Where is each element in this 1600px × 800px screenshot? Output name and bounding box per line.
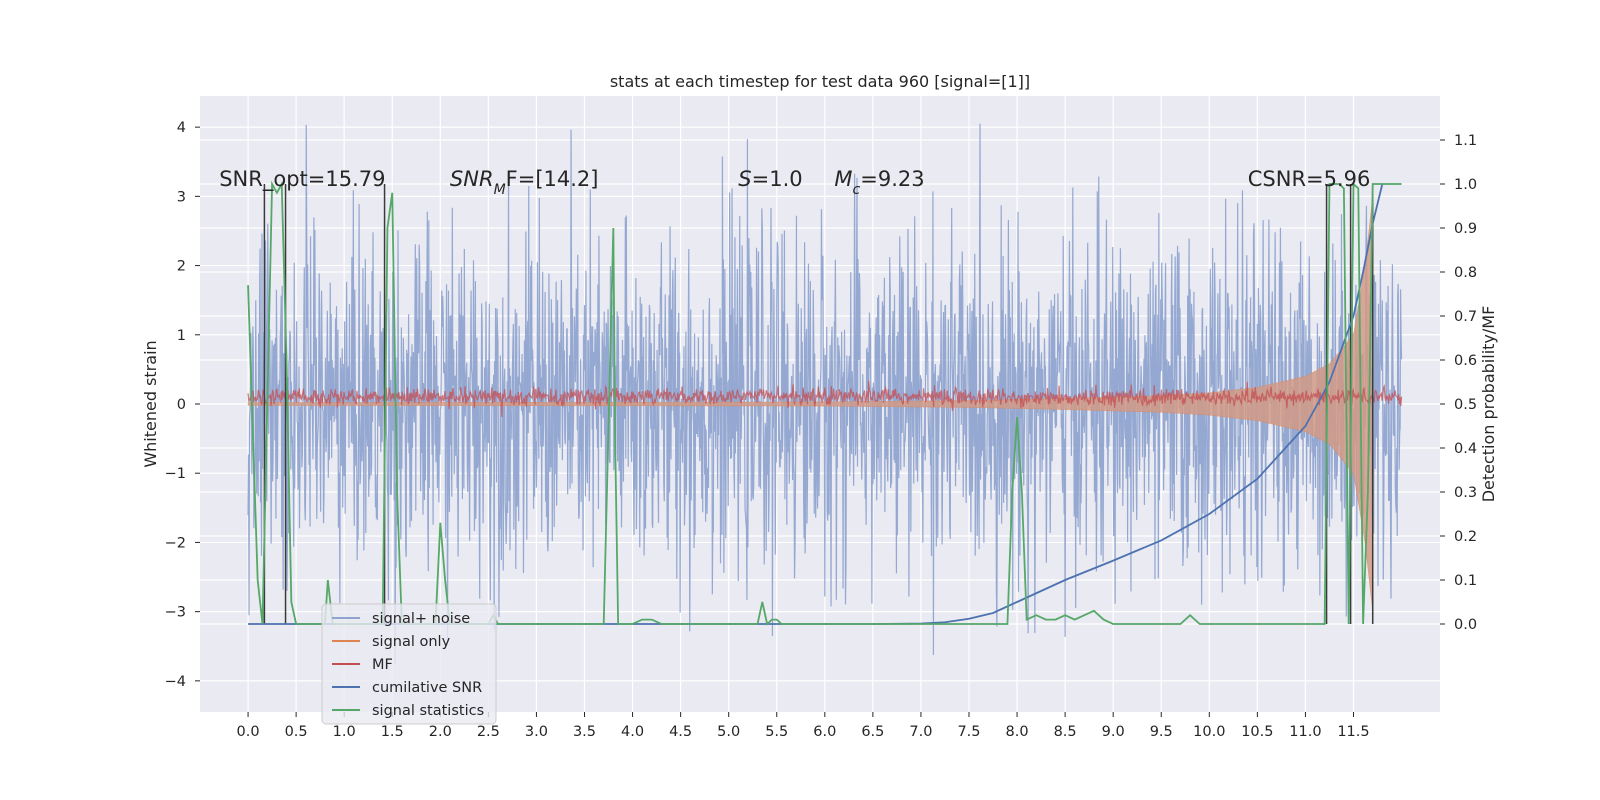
- y-axis-right: 1.1 1.0 0.9 0.8 0.7 0.6 0.5 0.4 0.3 0.2 0.1 0.0: [1440, 133, 1477, 633]
- x-tick-label: 0.0: [237, 724, 260, 740]
- annotation-main: S: [738, 167, 751, 191]
- y-right-tick-label: 0.8: [1454, 265, 1477, 281]
- x-tick-label: 7.5: [957, 724, 980, 740]
- x-tick-label: 3.5: [573, 724, 596, 740]
- y-right-tick-label: 0.1: [1454, 573, 1477, 589]
- series-layer: [247, 123, 1403, 664]
- x-tick-label: 11.5: [1337, 724, 1369, 740]
- annotation-rest: =9.23: [860, 167, 924, 191]
- x-tick-label: 9.5: [1150, 724, 1173, 740]
- series-cumulative-snr: [248, 183, 1384, 625]
- x-tick-label: 2.0: [429, 724, 452, 740]
- annotation-csnr: CSNR=5.96: [1248, 167, 1371, 191]
- legend-label: signal statistics: [372, 703, 484, 719]
- annotation-subscript: c: [853, 182, 861, 198]
- y-left-tick-label: −3: [165, 605, 186, 621]
- x-tick-label: 5.5: [765, 724, 788, 740]
- y-right-tick-label: 0.5: [1454, 397, 1477, 413]
- x-tick-label: 9.0: [1102, 724, 1125, 740]
- legend-label: signal only: [372, 634, 451, 650]
- legend-label: signal+ noise: [372, 611, 470, 627]
- legend-label: MF: [372, 657, 393, 673]
- legend-box: [321, 603, 497, 725]
- annotation-s-value: S=1.0: [738, 167, 802, 191]
- y-right-tick-label: 0.9: [1454, 221, 1477, 237]
- annotation-rest: =1.0: [752, 167, 803, 191]
- x-tick-label: 7.0: [909, 724, 932, 740]
- x-tick-label: 0.5: [285, 724, 308, 740]
- x-tick-label: 4.0: [621, 724, 644, 740]
- y-left-tick-label: −2: [165, 535, 186, 551]
- y-left-tick-label: −1: [165, 466, 186, 482]
- x-tick-label: 1.5: [381, 724, 404, 740]
- chart-title: stats at each timestep for test data 960…: [610, 72, 1030, 91]
- series-signal-noise: [247, 123, 1403, 664]
- x-tick-label: 6.0: [813, 724, 836, 740]
- y-axis-right-label: Detection probability/MF: [1479, 306, 1498, 503]
- y-left-tick-label: 4: [177, 120, 186, 136]
- y-left-tick-label: 3: [177, 189, 186, 205]
- annotations: SNR_opt=15.79 SNRMF=[14.2] S=1.0 Mc=9.23 CSN…: [219, 167, 1370, 198]
- x-tick-label: 10.5: [1241, 724, 1273, 740]
- x-tick-label: 10.0: [1193, 724, 1225, 740]
- annotation-snr-mf: SNRMF=[14.2]: [450, 167, 599, 198]
- annotation-main: SNR_opt=15.79: [219, 167, 385, 192]
- y-left-tick-label: 2: [177, 259, 186, 275]
- series-mf: [247, 380, 1403, 418]
- x-tick-label: 2.5: [477, 724, 500, 740]
- x-axis: 0.0 0.5 1.0 1.5 2.0 2.5 3.0 3.5 4.0 4.5 5.0 5.5 6.0 6…: [237, 712, 1370, 740]
- annotation-main: SNR: [450, 167, 494, 191]
- y-right-tick-label: 1.1: [1454, 133, 1477, 149]
- x-tick-label: 4.5: [669, 724, 692, 740]
- y-right-tick-label: 1.0: [1454, 177, 1477, 193]
- x-tick-label: 1.0: [333, 724, 356, 740]
- y-axis-left: 4 3 2 1 0 −1 −2 −3 −4: [165, 120, 200, 690]
- x-tick-label: 5.0: [717, 724, 740, 740]
- x-tick-label: 11.0: [1289, 724, 1321, 740]
- x-tick-label: 6.5: [861, 724, 884, 740]
- y-left-tick-label: 1: [177, 328, 186, 344]
- y-left-tick-label: −4: [165, 674, 186, 690]
- x-tick-label: 8.0: [1006, 724, 1029, 740]
- annotation-subscript: M: [494, 182, 506, 198]
- annotation-main: M: [834, 167, 852, 191]
- y-right-tick-label: 0.4: [1454, 441, 1477, 457]
- y-right-tick-label: 0.0: [1454, 617, 1477, 633]
- annotation-mc-value: Mc=9.23: [834, 167, 924, 198]
- x-tick-label: 3.0: [525, 724, 548, 740]
- y-right-tick-label: 0.6: [1454, 353, 1477, 369]
- y-left-tick-label: 0: [177, 397, 186, 413]
- y-right-tick-label: 0.2: [1454, 529, 1477, 545]
- y-right-tick-label: 0.7: [1454, 309, 1477, 325]
- annotation-main: CSNR=5.96: [1248, 167, 1371, 191]
- legend: signal+ noise signal only MF cumilative SNR…: [321, 603, 497, 725]
- y-axis-left-label: Whitened strain: [141, 340, 160, 467]
- legend-label: cumilative SNR: [372, 680, 482, 696]
- annotation-snr-opt: SNR_opt=15.79: [219, 167, 385, 192]
- y-right-tick-label: 0.3: [1454, 485, 1477, 501]
- x-tick-label: 8.5: [1054, 724, 1077, 740]
- annotation-rest: F=[14.2]: [506, 167, 599, 191]
